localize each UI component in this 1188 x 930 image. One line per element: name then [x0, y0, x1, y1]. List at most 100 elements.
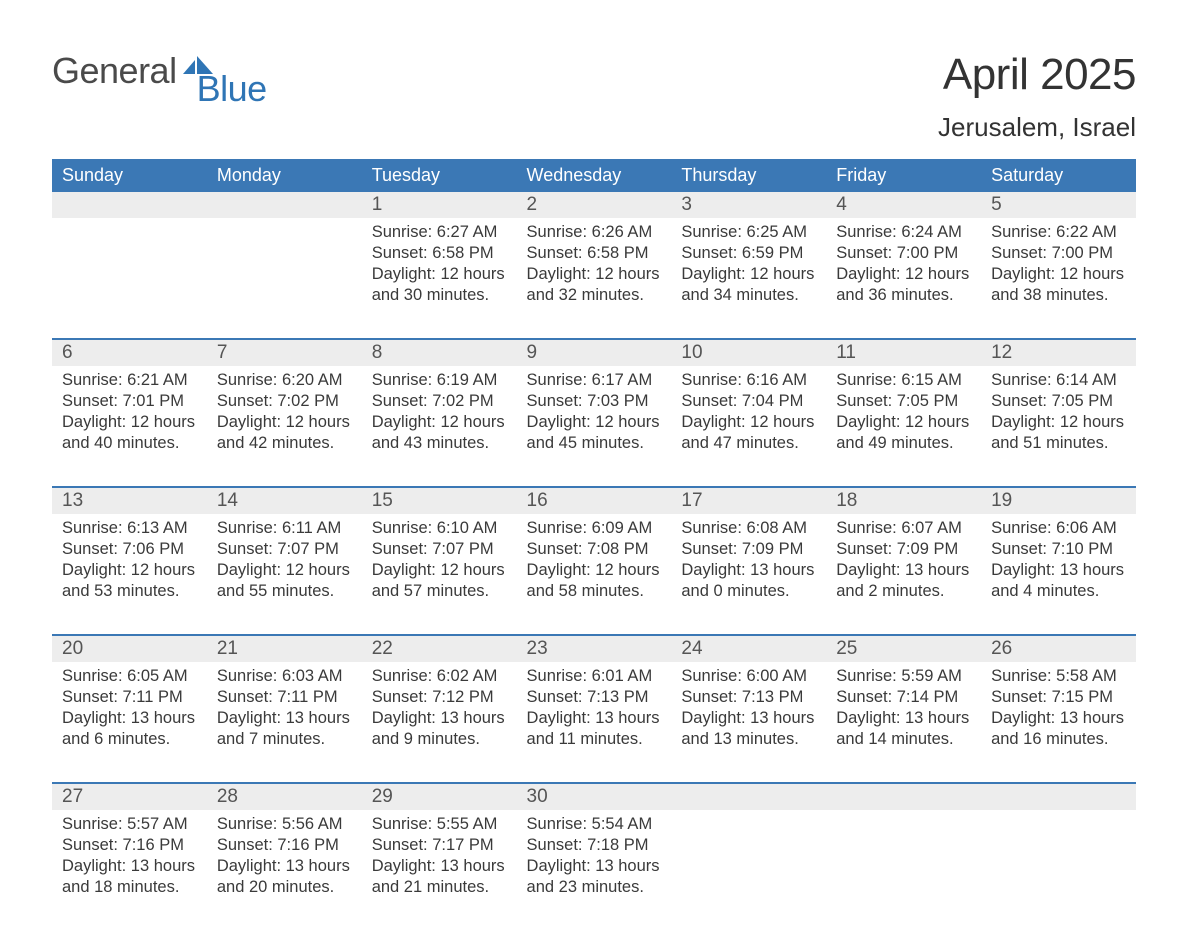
day-number-cell: 21	[207, 636, 362, 662]
page: General Blue April 2025 Jerusalem, Israe…	[0, 0, 1188, 918]
calendar-table: Sunday Monday Tuesday Wednesday Thursday…	[52, 159, 1136, 930]
day-number-cell: 20	[52, 636, 207, 662]
day-number-cell	[52, 192, 207, 218]
day-number-cell: 1	[362, 192, 517, 218]
day-day2: and 16 minutes.	[991, 729, 1126, 750]
day-day2: and 36 minutes.	[836, 285, 971, 306]
day-cell: Sunrise: 6:22 AMSunset: 7:00 PMDaylight:…	[981, 218, 1136, 339]
day-sunset: Sunset: 7:10 PM	[991, 539, 1126, 560]
day-day1: Daylight: 12 hours	[681, 264, 816, 285]
day-day2: and 43 minutes.	[372, 433, 507, 454]
day-day1: Daylight: 13 hours	[217, 708, 352, 729]
day-day1: Daylight: 13 hours	[62, 708, 197, 729]
page-title: April 2025	[938, 50, 1136, 100]
day-sunset: Sunset: 7:18 PM	[527, 835, 662, 856]
location-label: Jerusalem, Israel	[938, 112, 1136, 143]
day-day2: and 7 minutes.	[217, 729, 352, 750]
day-number-cell: 13	[52, 488, 207, 514]
day-day2: and 2 minutes.	[836, 581, 971, 602]
day-sunset: Sunset: 7:03 PM	[527, 391, 662, 412]
day-sunrise: Sunrise: 6:25 AM	[681, 222, 816, 243]
day-cell: Sunrise: 5:56 AMSunset: 7:16 PMDaylight:…	[207, 810, 362, 930]
day-sunrise: Sunrise: 6:00 AM	[681, 666, 816, 687]
day-number-cell: 12	[981, 340, 1136, 366]
day-day2: and 47 minutes.	[681, 433, 816, 454]
day-day1: Daylight: 13 hours	[527, 856, 662, 877]
day-cell: Sunrise: 6:26 AMSunset: 6:58 PMDaylight:…	[517, 218, 672, 339]
weekday-header: Saturday	[981, 159, 1136, 192]
day-day2: and 53 minutes.	[62, 581, 197, 602]
day-number-cell: 18	[826, 488, 981, 514]
day-cell	[207, 218, 362, 339]
day-day2: and 55 minutes.	[217, 581, 352, 602]
day-cell: Sunrise: 6:15 AMSunset: 7:05 PMDaylight:…	[826, 366, 981, 487]
day-sunset: Sunset: 7:07 PM	[372, 539, 507, 560]
day-day1: Daylight: 13 hours	[372, 856, 507, 877]
day-sunset: Sunset: 7:16 PM	[217, 835, 352, 856]
day-day1: Daylight: 13 hours	[991, 560, 1126, 581]
day-day1: Daylight: 12 hours	[62, 412, 197, 433]
day-day2: and 9 minutes.	[372, 729, 507, 750]
day-number-cell: 16	[517, 488, 672, 514]
day-sunset: Sunset: 7:15 PM	[991, 687, 1126, 708]
day-cell: Sunrise: 6:07 AMSunset: 7:09 PMDaylight:…	[826, 514, 981, 635]
day-number-cell: 4	[826, 192, 981, 218]
day-info-row: Sunrise: 6:21 AMSunset: 7:01 PMDaylight:…	[52, 366, 1136, 487]
day-sunset: Sunset: 7:12 PM	[372, 687, 507, 708]
day-sunset: Sunset: 7:13 PM	[681, 687, 816, 708]
day-sunset: Sunset: 7:02 PM	[372, 391, 507, 412]
day-number-cell: 15	[362, 488, 517, 514]
day-sunset: Sunset: 7:01 PM	[62, 391, 197, 412]
daynum-row: 6789101112	[52, 340, 1136, 366]
day-sunset: Sunset: 7:14 PM	[836, 687, 971, 708]
day-cell: Sunrise: 6:03 AMSunset: 7:11 PMDaylight:…	[207, 662, 362, 783]
day-number-cell: 30	[517, 784, 672, 810]
day-day2: and 18 minutes.	[62, 877, 197, 898]
day-day1: Daylight: 12 hours	[217, 412, 352, 433]
brand-blue: Blue	[197, 68, 267, 110]
day-sunset: Sunset: 7:16 PM	[62, 835, 197, 856]
day-sunrise: Sunrise: 6:03 AM	[217, 666, 352, 687]
day-day2: and 4 minutes.	[991, 581, 1126, 602]
day-day1: Daylight: 12 hours	[372, 560, 507, 581]
day-number-cell: 9	[517, 340, 672, 366]
day-day2: and 20 minutes.	[217, 877, 352, 898]
day-sunset: Sunset: 7:05 PM	[836, 391, 971, 412]
day-info-row: Sunrise: 5:57 AMSunset: 7:16 PMDaylight:…	[52, 810, 1136, 930]
day-day1: Daylight: 12 hours	[991, 412, 1126, 433]
day-day1: Daylight: 12 hours	[991, 264, 1126, 285]
day-day2: and 14 minutes.	[836, 729, 971, 750]
day-number-cell: 25	[826, 636, 981, 662]
day-number-cell: 8	[362, 340, 517, 366]
day-sunrise: Sunrise: 6:08 AM	[681, 518, 816, 539]
day-day2: and 0 minutes.	[681, 581, 816, 602]
day-day2: and 42 minutes.	[217, 433, 352, 454]
day-day2: and 51 minutes.	[991, 433, 1126, 454]
day-number-cell: 6	[52, 340, 207, 366]
day-cell: Sunrise: 6:02 AMSunset: 7:12 PMDaylight:…	[362, 662, 517, 783]
day-number-cell: 29	[362, 784, 517, 810]
day-day2: and 34 minutes.	[681, 285, 816, 306]
day-day1: Daylight: 12 hours	[372, 412, 507, 433]
day-number-cell: 19	[981, 488, 1136, 514]
day-cell: Sunrise: 6:21 AMSunset: 7:01 PMDaylight:…	[52, 366, 207, 487]
day-sunrise: Sunrise: 6:21 AM	[62, 370, 197, 391]
day-cell: Sunrise: 5:55 AMSunset: 7:17 PMDaylight:…	[362, 810, 517, 930]
day-sunset: Sunset: 7:09 PM	[836, 539, 971, 560]
day-day2: and 38 minutes.	[991, 285, 1126, 306]
day-number-cell: 14	[207, 488, 362, 514]
day-day1: Daylight: 12 hours	[836, 412, 971, 433]
day-sunset: Sunset: 7:11 PM	[217, 687, 352, 708]
day-sunrise: Sunrise: 5:55 AM	[372, 814, 507, 835]
day-day2: and 11 minutes.	[527, 729, 662, 750]
day-cell: Sunrise: 6:17 AMSunset: 7:03 PMDaylight:…	[517, 366, 672, 487]
day-number-cell: 3	[671, 192, 826, 218]
day-cell	[981, 810, 1136, 930]
day-number-cell: 10	[671, 340, 826, 366]
day-cell: Sunrise: 6:00 AMSunset: 7:13 PMDaylight:…	[671, 662, 826, 783]
day-sunrise: Sunrise: 6:17 AM	[527, 370, 662, 391]
day-sunrise: Sunrise: 5:57 AM	[62, 814, 197, 835]
daynum-row: 20212223242526	[52, 636, 1136, 662]
day-day1: Daylight: 12 hours	[62, 560, 197, 581]
day-sunset: Sunset: 7:11 PM	[62, 687, 197, 708]
